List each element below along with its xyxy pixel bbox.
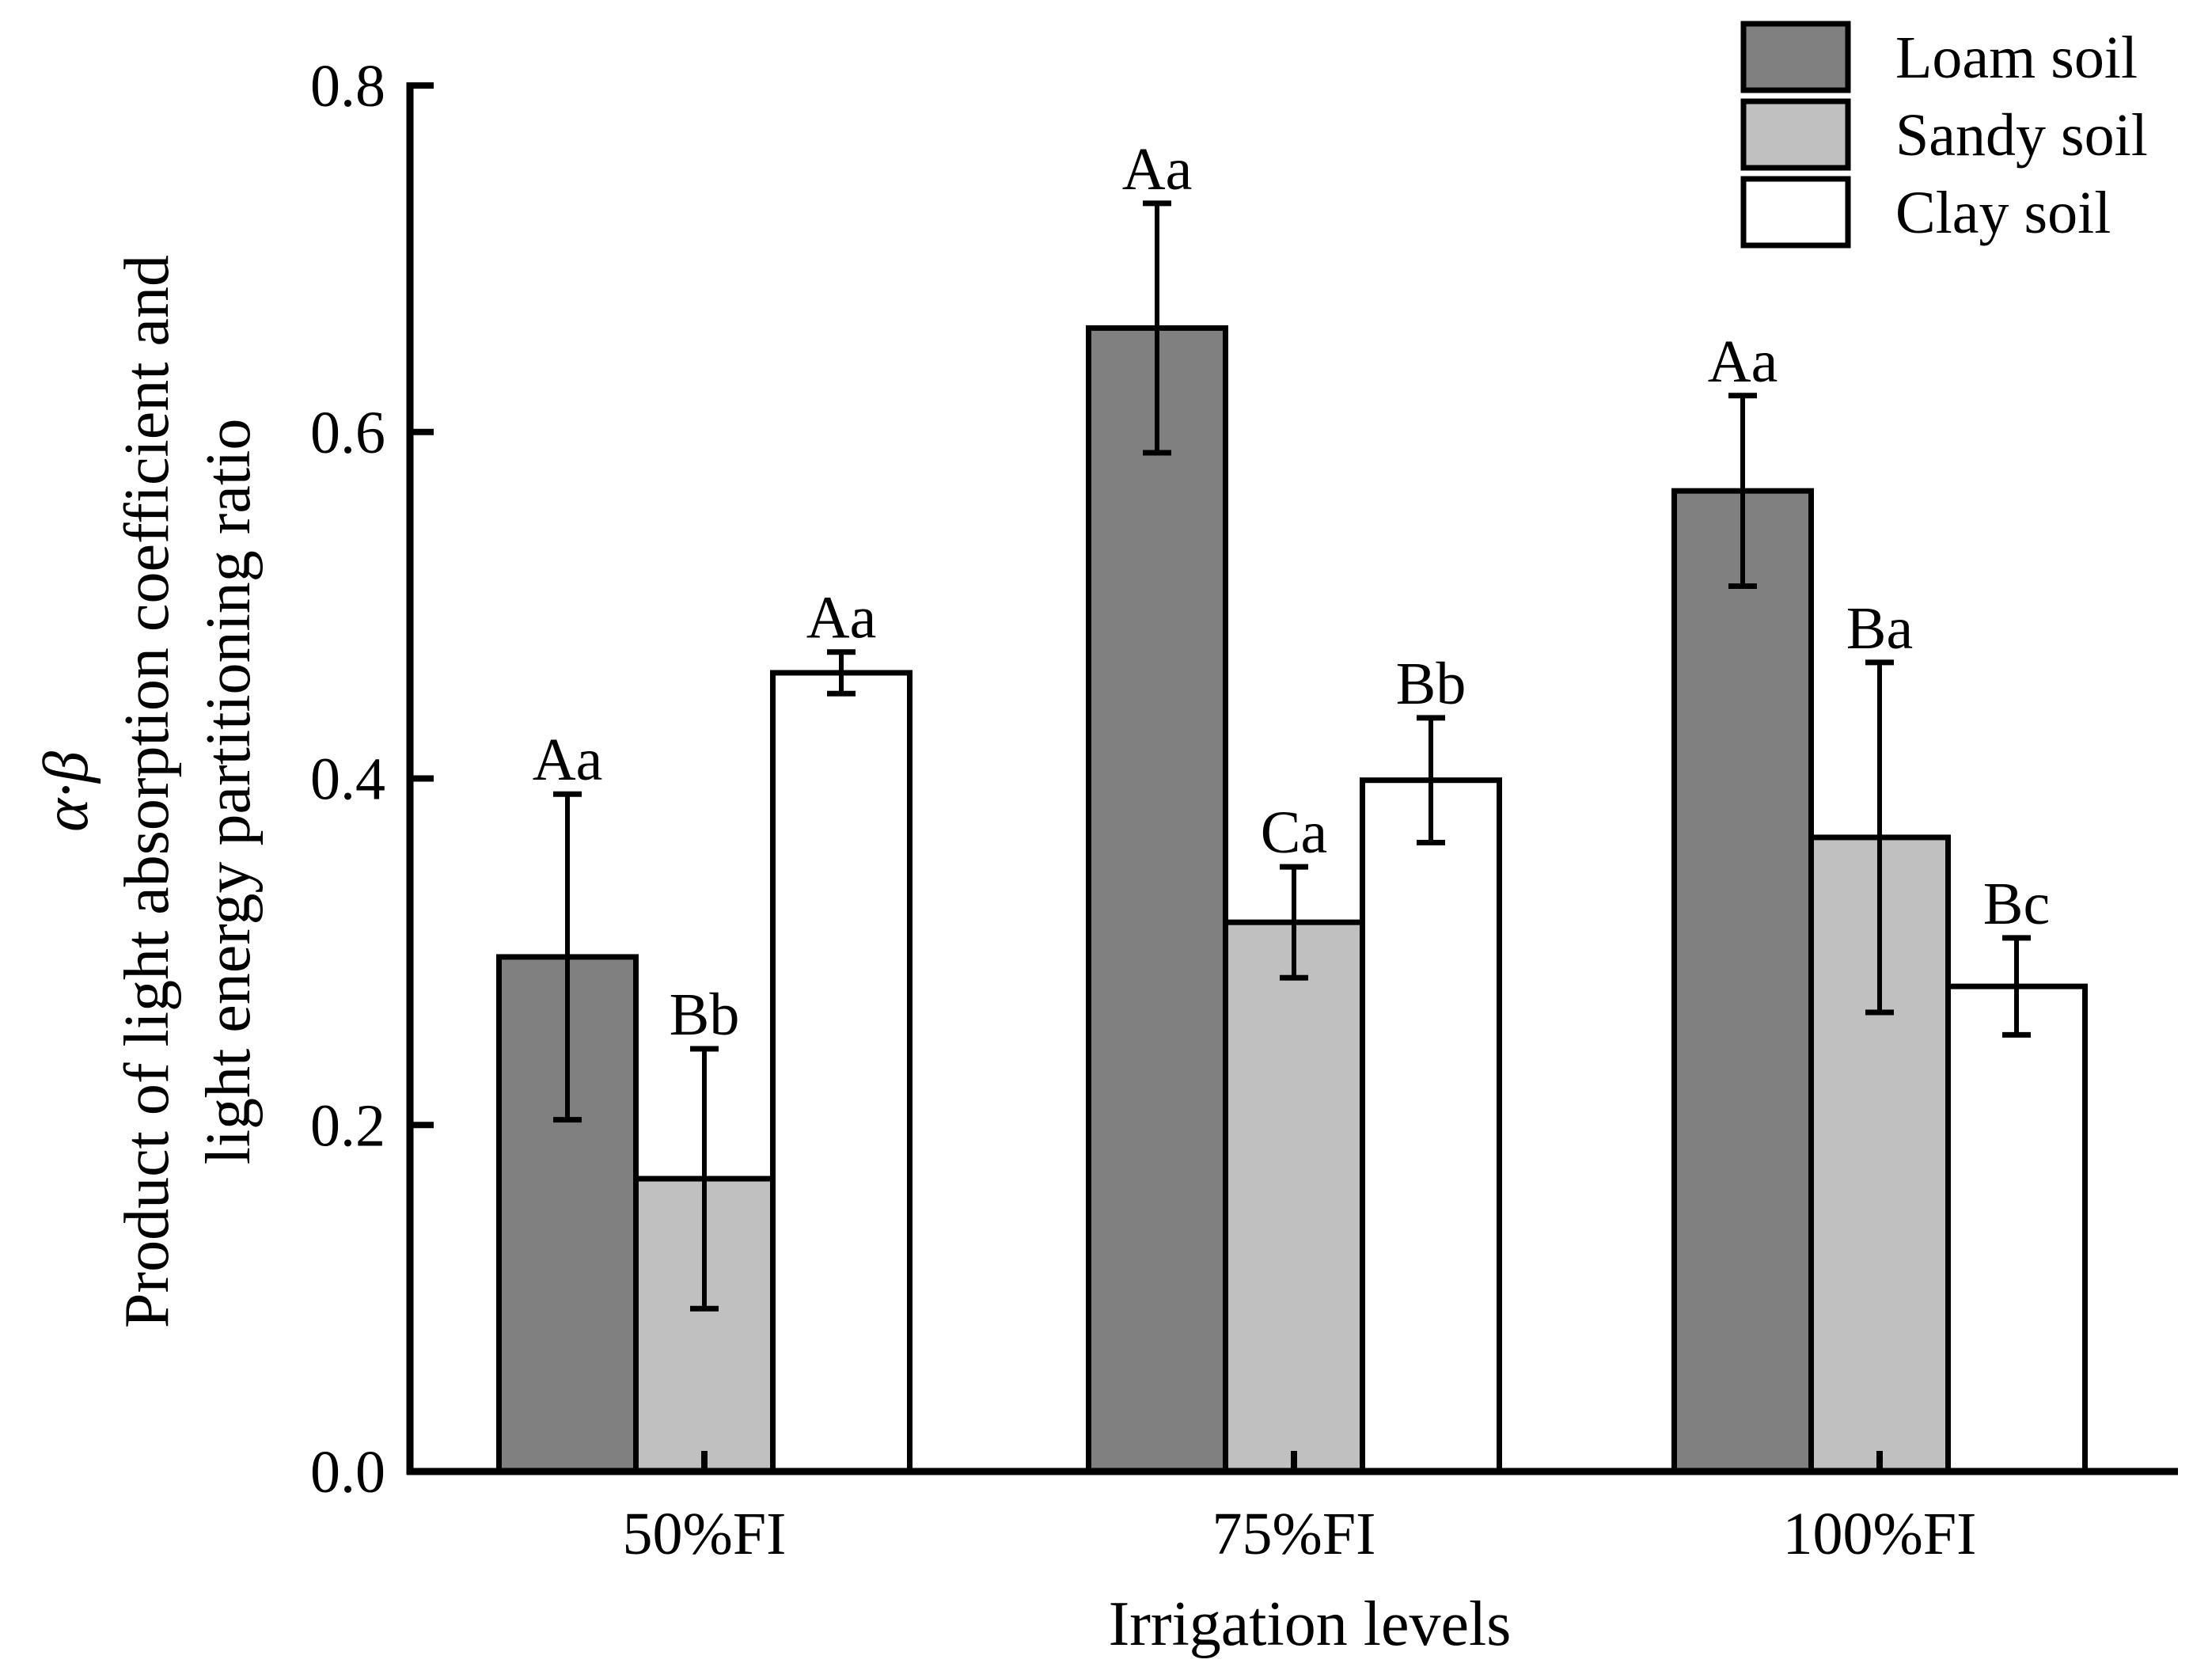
error-bar-1-2 (1865, 659, 1894, 1016)
y-tick-label: 0.8 (310, 53, 385, 120)
x-category-label: 50%FI (623, 1501, 787, 1567)
bar-loam-soil-100pctfi (1671, 488, 1814, 1475)
y-tick-label: 0.0 (310, 1439, 385, 1506)
legend-label-loam: Loam soil (1895, 25, 2138, 91)
significance-label: Bb (1396, 651, 1466, 717)
error-bar-2-1 (1417, 715, 1445, 845)
significance-label: Bc (1983, 871, 2050, 937)
x-category-label: 100%FI (1783, 1501, 1977, 1567)
error-bar-0-2 (1728, 393, 1757, 590)
error-bar-2-2 (2002, 935, 2031, 1038)
x-category-label: 75%FI (1212, 1501, 1376, 1567)
legend: Loam soil Sandy soil Clay soil (1740, 21, 2148, 249)
significance-label: Bb (670, 982, 740, 1048)
y-tick-label: 0.4 (310, 746, 385, 813)
bar-clay-soil-100pctfi (1945, 983, 2088, 1475)
error-bar-0-0 (553, 791, 582, 1123)
significance-label: Aa (533, 727, 603, 793)
error-bar-2-0 (827, 649, 856, 697)
significance-label: Ba (1846, 595, 1913, 662)
y-axis-title: α·β (32, 751, 101, 832)
bar-loam-soil-75pctfi (1086, 325, 1228, 1475)
legend-label-sandy: Sandy soil (1895, 102, 2148, 169)
y-axis-title-line1: Product of light absorption coefficient … (112, 255, 182, 1328)
significance-label: Aa (1122, 136, 1193, 203)
y-axis-title-text-2: light energy partitioning ratio (194, 419, 264, 1165)
y-axis-symbol: α·β (32, 751, 101, 832)
legend-swatch-sandy (1740, 98, 1851, 171)
significance-label: Aa (806, 585, 877, 651)
bar-sandy-soil-75pctfi (1223, 919, 1365, 1475)
y-axis-title-line2: light energy partitioning ratio (194, 419, 264, 1165)
bar-clay-soil-50pctfi (770, 670, 912, 1475)
y-tick-label: 0.2 (310, 1092, 385, 1159)
legend-swatch-loam (1740, 21, 1851, 93)
significance-labels: Aa Aa Aa Bb Ca Ba Aa Bb Bc (533, 136, 2051, 1048)
axes: 0.0 0.2 0.4 0.6 0.8 50%FI 75%FI 100%FI (310, 53, 2178, 1567)
significance-label: Ca (1261, 799, 1327, 866)
x-axis-title: Irrigation levels (1109, 1589, 1512, 1659)
bar-clay-soil-75pctfi (1360, 777, 1502, 1475)
y-axis-title-text-1: Product of light absorption coefficient … (112, 255, 182, 1328)
legend-label-clay: Clay soil (1895, 180, 2111, 246)
y-tick-label: 0.6 (310, 400, 385, 466)
error-bar-1-1 (1280, 864, 1308, 981)
error-bars (553, 200, 2031, 1312)
legend-swatch-clay (1740, 176, 1851, 249)
error-bar-0-1 (1143, 200, 1171, 456)
error-bar-1-0 (690, 1046, 719, 1312)
significance-label: Aa (1708, 328, 1778, 395)
